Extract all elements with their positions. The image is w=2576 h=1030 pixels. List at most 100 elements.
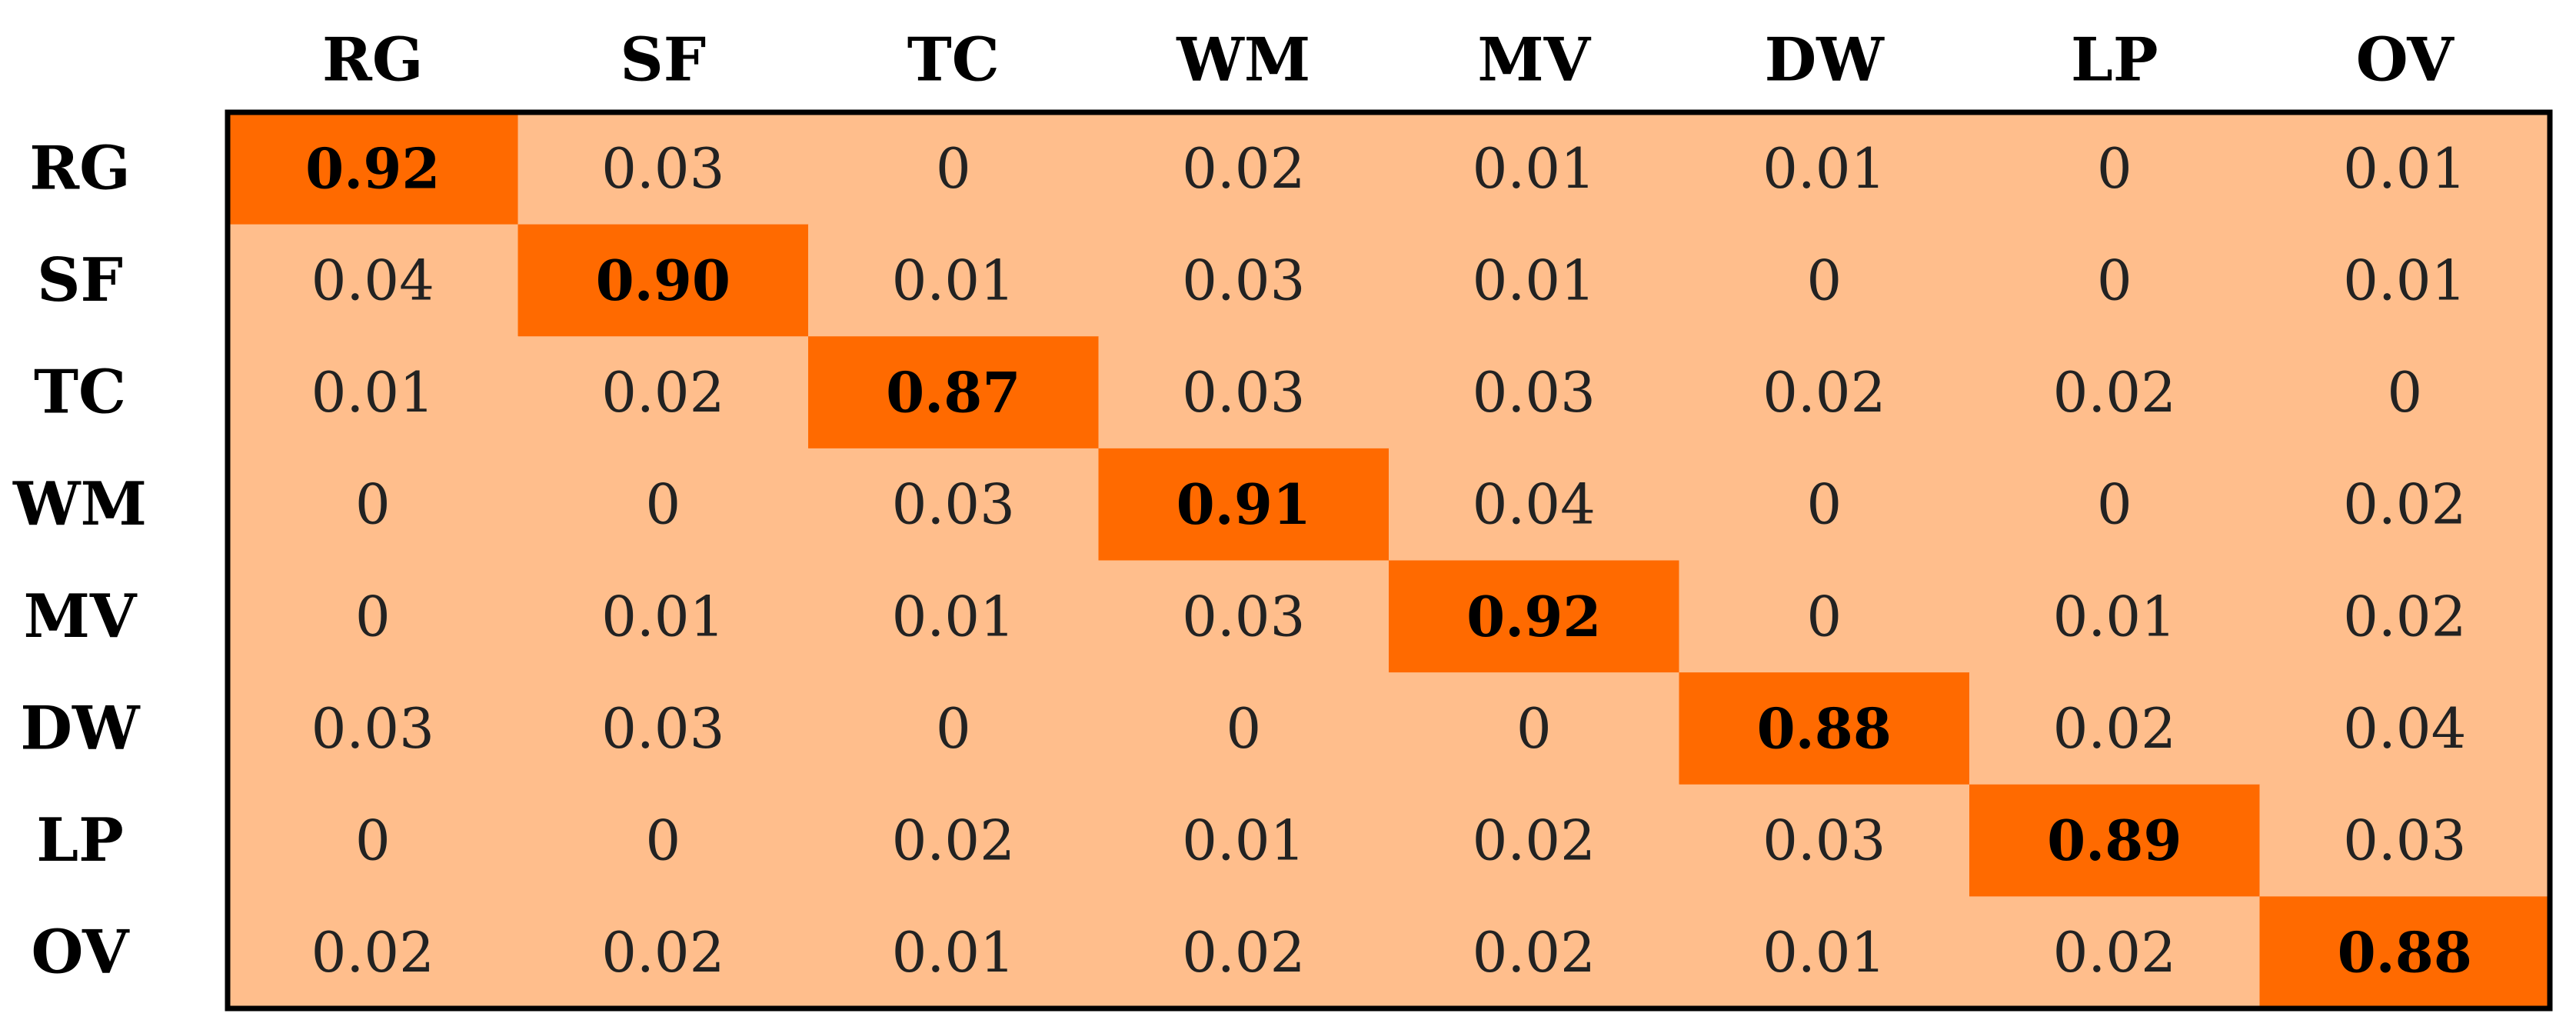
cell-value-label: 0.02: [311, 920, 434, 985]
cell-value-label: 0.02: [1182, 920, 1305, 985]
matrix-cell: [1969, 336, 2261, 449]
cell-value-label: 0.01: [892, 248, 1015, 312]
matrix-cell: [518, 336, 809, 449]
matrix-cell: [1679, 560, 1970, 673]
cell-value-label: 0.01: [892, 584, 1015, 648]
matrix-border: [225, 109, 2553, 1012]
matrix-cell: [808, 672, 1100, 785]
matrix-cell: [808, 784, 1100, 897]
matrix-cell: [2259, 672, 2551, 785]
matrix-cell: [1969, 224, 2261, 337]
cell-value-label: 0: [1516, 696, 1552, 761]
cell-value-label: 0: [936, 136, 971, 201]
cell-value-label: 0.02: [1182, 136, 1305, 201]
matrix-cell: [518, 672, 809, 785]
matrix-cell: [808, 224, 1100, 337]
row-label-sf: SF: [37, 245, 123, 315]
diagonal-value-label: 0.91: [1177, 472, 1311, 537]
matrix-cell: [2259, 560, 2551, 673]
cell-value-label: 0.02: [2343, 472, 2466, 537]
matrix-cell: [1098, 896, 1390, 1009]
cell-value-label: 0: [1806, 248, 1842, 312]
cell-value-label: 0: [645, 472, 681, 537]
cell-value-label: 0.01: [2343, 248, 2466, 312]
column-label-lp: LP: [2071, 25, 2158, 95]
row-label-tc: TC: [34, 358, 126, 428]
matrix-cell: [808, 896, 1100, 1009]
row-label-rg: RG: [29, 133, 130, 203]
column-label-sf: SF: [620, 25, 706, 95]
cell-value-label: 0.01: [311, 360, 434, 425]
matrix-cell: [1098, 112, 1390, 225]
cell-value-label: 0.01: [1182, 808, 1305, 873]
matrix-cell: [1679, 112, 1970, 225]
cell-value-label: 0.01: [1473, 136, 1596, 201]
cell-value-label: 0.03: [2343, 808, 2466, 873]
matrix-cell: [1389, 112, 1680, 225]
matrix-cell: [1679, 896, 1970, 1009]
cell-value-label: 0: [2097, 472, 2132, 537]
diagonal-value-label: 0.90: [596, 248, 731, 313]
cell-value-label: 0.02: [892, 808, 1015, 873]
cell-value-label: 0: [2097, 136, 2132, 201]
cell-value-label: 0.01: [1762, 920, 1885, 985]
matrix-cell: [1679, 224, 1970, 337]
diagonal-value-label: 0.89: [2047, 808, 2182, 873]
cell-value-label: 0.03: [311, 696, 434, 761]
matrix-cell: [1389, 336, 1680, 449]
cell-value-label: 0.03: [1182, 248, 1305, 312]
cell-value-label: 0: [1806, 472, 1842, 537]
cell-value-label: 0: [645, 808, 681, 873]
matrix-cell: [1389, 672, 1680, 785]
row-label-wm: WM: [12, 469, 147, 539]
cell-value-label: 0: [355, 584, 391, 648]
column-labels: RG SF TC WM MV DW LP OV: [322, 25, 2455, 95]
matrix-cell: [1098, 784, 1390, 897]
cell-value-label: 0.03: [1182, 584, 1305, 648]
matrix-cell: [1389, 448, 1680, 562]
matrix-cell: [1969, 448, 2261, 562]
column-label-rg: RG: [322, 25, 423, 95]
diagonal-cell: [1098, 448, 1390, 562]
matrix-cell: [808, 448, 1100, 562]
matrix-cell: [518, 896, 809, 1009]
matrix-cell: [808, 112, 1100, 225]
row-labels: RG SF TC WM MV DW LP OV: [12, 133, 147, 987]
cell-value-label: 0: [1806, 584, 1842, 648]
matrix-cell: [2259, 448, 2551, 562]
diagonal-value-label: 0.92: [1466, 584, 1601, 649]
matrix-cell: [1969, 560, 2261, 673]
matrix-values: 0.92 0.03 0 0.02 0.01 0.01 0 0.01 0.04 0.90 0.01 0.…: [305, 135, 2472, 985]
matrix-cell: [1969, 672, 2261, 785]
matrix-cells: [228, 112, 2551, 1009]
cell-value-label: 0.03: [601, 696, 724, 761]
cell-value-label: 0.02: [1762, 360, 1885, 425]
matrix-cell: [1389, 784, 1680, 897]
diagonal-value-label: 0.88: [1757, 695, 1892, 761]
matrix-cell: [2259, 112, 2551, 225]
cell-value-label: 0.02: [601, 360, 724, 425]
cell-value-label: 0.02: [2053, 696, 2176, 761]
cell-value-label: 0.01: [892, 920, 1015, 985]
matrix-cell: [808, 560, 1100, 673]
cell-value-label: 0.03: [1762, 808, 1885, 873]
matrix-cell: [228, 448, 519, 562]
cell-value-label: 0.04: [311, 248, 434, 312]
matrix-cell: [228, 336, 519, 449]
cell-value-label: 0.02: [2053, 920, 2176, 985]
matrix-cell: [1969, 112, 2261, 225]
matrix-cell: [228, 784, 519, 897]
column-label-mv: MV: [1477, 25, 1591, 95]
cell-value-label: 0: [1226, 696, 1261, 761]
cell-value-label: 0.01: [1473, 248, 1596, 312]
matrix-cell: [518, 448, 809, 562]
matrix-cell: [518, 784, 809, 897]
matrix-cell: [1389, 896, 1680, 1009]
cell-value-label: 0.02: [2343, 584, 2466, 648]
cell-value-label: 0.03: [892, 472, 1015, 537]
matrix-cell: [1389, 224, 1680, 337]
matrix-cell: [2259, 784, 2551, 897]
matrix-cell: [1098, 560, 1390, 673]
cell-value-label: 0.04: [1473, 472, 1596, 537]
cell-value-label: 0.02: [1473, 920, 1596, 985]
